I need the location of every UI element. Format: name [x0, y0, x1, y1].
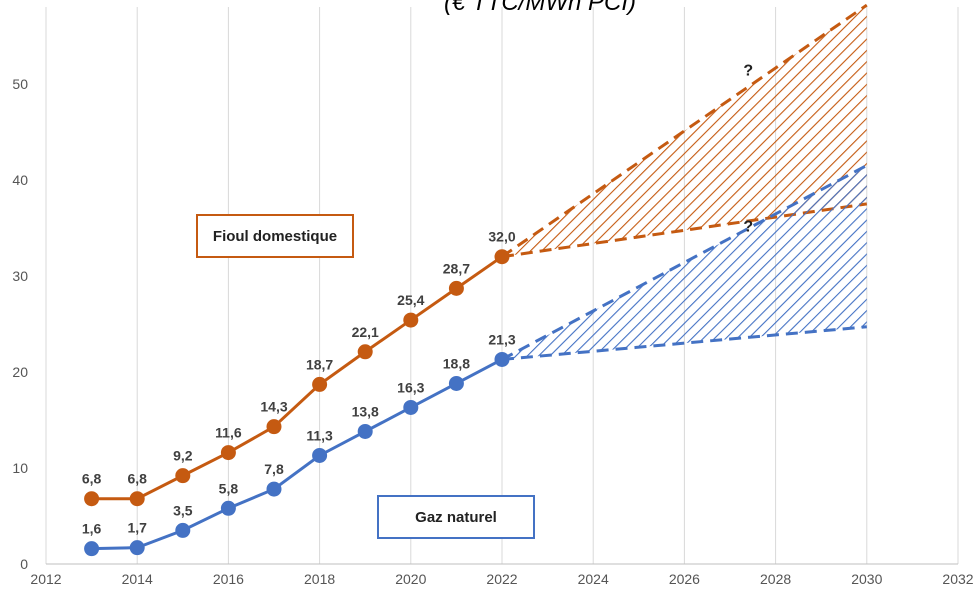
projection-upper-fioul [501, 3, 868, 258]
data-label-gaz-2013: 1,6 [82, 521, 102, 537]
data-label-gaz-2021: 18,8 [443, 355, 470, 371]
point-fioul-2017 [266, 419, 282, 435]
point-gaz-2017 [266, 481, 282, 497]
data-label-gaz-2016: 5,8 [219, 480, 239, 496]
x-tick-label-2020: 2020 [395, 571, 426, 587]
point-fioul-2015 [175, 468, 191, 484]
series-line-gaz [91, 358, 503, 551]
point-gaz-2022 [494, 351, 510, 367]
data-label-gaz-2020: 16,3 [397, 379, 424, 395]
data-label-gaz-2022: 21,3 [488, 331, 515, 347]
data-label-gaz-2014: 1,7 [127, 520, 147, 536]
point-gaz-2013 [84, 541, 100, 557]
series-lines [91, 255, 503, 551]
data-label-fioul-2019: 22,1 [352, 324, 379, 340]
point-fioul-2018 [312, 376, 328, 392]
point-fioul-2022 [494, 249, 510, 265]
projection-label-fioul: ? [743, 63, 753, 80]
y-tick-label-0: 0 [20, 556, 28, 572]
x-tick-label-2026: 2026 [669, 571, 700, 587]
y-tick-label-30: 30 [12, 268, 28, 284]
data-label-gaz-2017: 7,8 [264, 461, 284, 477]
legend-gaz: Gaz naturel [377, 495, 535, 539]
y-tick-label-20: 20 [12, 364, 28, 380]
data-label-fioul-2015: 9,2 [173, 448, 193, 464]
point-fioul-2021 [448, 280, 464, 296]
point-gaz-2021 [448, 375, 464, 391]
point-fioul-2020 [403, 312, 419, 328]
projection-area-fioul [502, 5, 867, 257]
x-tick-label-2022: 2022 [486, 571, 517, 587]
point-fioul-2014 [129, 491, 145, 507]
projections: ?? [501, 3, 868, 361]
point-gaz-2018 [312, 447, 328, 463]
point-gaz-2016 [220, 500, 236, 516]
data-label-fioul-2021: 28,7 [443, 260, 470, 276]
data-label-fioul-2020: 25,4 [397, 292, 424, 308]
point-gaz-2015 [175, 522, 191, 538]
x-tick-label-2028: 2028 [760, 571, 791, 587]
y-tick-label-10: 10 [12, 460, 28, 476]
point-fioul-2013 [84, 491, 100, 507]
point-fioul-2019 [357, 344, 373, 360]
x-tick-label-2032: 2032 [942, 571, 973, 587]
x-tick-label-2014: 2014 [122, 571, 153, 587]
x-tick-label-2024: 2024 [578, 571, 609, 587]
data-label-gaz-2018: 11,3 [306, 427, 333, 443]
projection-lower-gaz [501, 325, 867, 361]
data-label-fioul-2018: 18,7 [306, 356, 333, 372]
axes: 2012 2014 2016 2018 2020 2022 2024 2026 2028 2030… [12, 76, 973, 587]
data-label-fioul-2017: 14,3 [260, 399, 287, 415]
data-label-fioul-2014: 6,8 [127, 471, 147, 487]
chart-title: (€ TTC/MWh PCI) [444, 0, 636, 16]
data-label-gaz-2019: 13,8 [352, 403, 379, 419]
data-label-fioul-2022: 32,0 [488, 229, 515, 245]
x-tick-label-2018: 2018 [304, 571, 335, 587]
data-labels: 6,8 6,8 9,2 11,6 14,3 18,7 22,1 25,4 28,7 32,0 1,6… [82, 229, 516, 537]
legend-gaz-label: Gaz naturel [415, 508, 497, 526]
data-label-gaz-2015: 3,5 [173, 502, 193, 518]
legend-fioul-label: Fioul domestique [212, 227, 338, 245]
point-gaz-2014 [129, 540, 145, 556]
projection-upper-gaz [501, 164, 868, 361]
point-gaz-2019 [357, 423, 373, 439]
data-label-fioul-2013: 6,8 [82, 471, 102, 487]
series-points [84, 249, 510, 557]
legend-fioul: Fioul domestique [196, 214, 354, 258]
x-tick-label-2016: 2016 [213, 571, 244, 587]
x-tick-label-2030: 2030 [851, 571, 882, 587]
y-tick-label-50: 50 [12, 76, 28, 92]
y-tick-label-40: 40 [12, 172, 28, 188]
point-gaz-2020 [403, 399, 419, 415]
projection-label-gaz: ? [743, 219, 753, 236]
data-label-fioul-2016: 11,6 [215, 425, 242, 441]
series-line-fioul [91, 255, 503, 501]
x-tick-label-2012: 2012 [30, 571, 61, 587]
point-fioul-2016 [220, 445, 236, 461]
